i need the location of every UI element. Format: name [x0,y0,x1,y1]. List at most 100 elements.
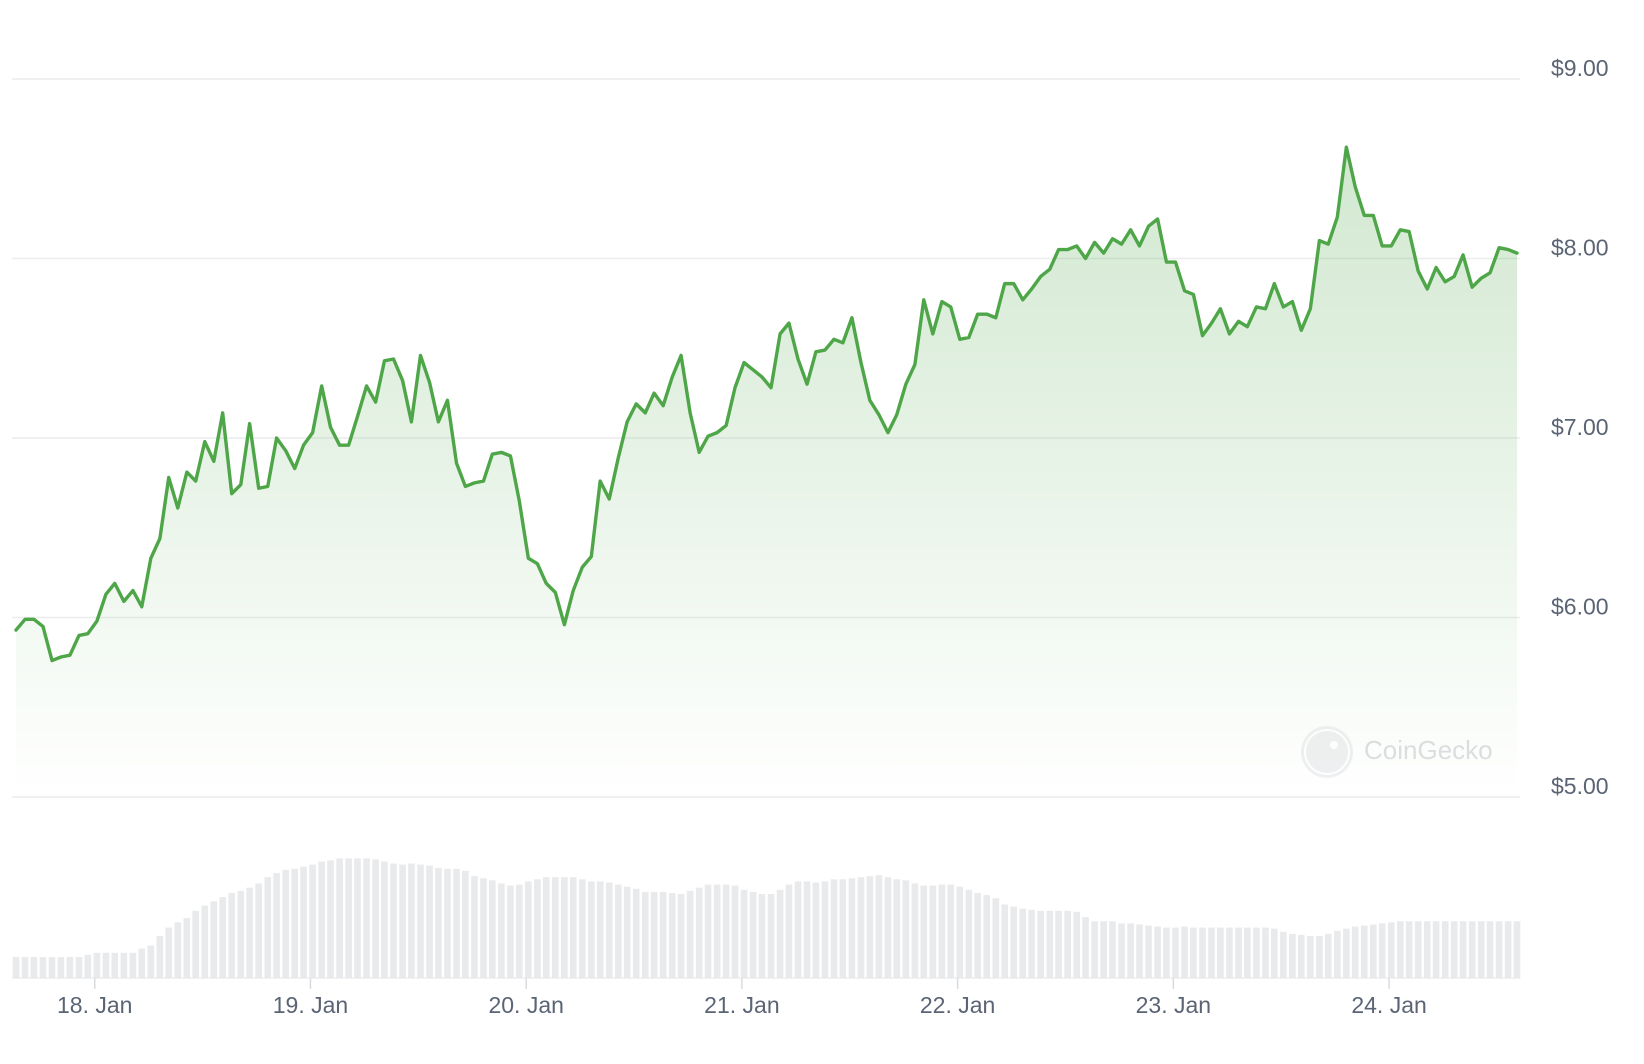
volume-bar [264,877,272,978]
volume-bar [1190,927,1197,978]
volume-bar [462,870,469,978]
volume-bar [749,891,757,978]
volume-bar [1504,921,1512,978]
volume-bar [569,877,577,978]
volume-bar [632,888,640,978]
volume-bar [525,881,532,978]
volume-bar [1316,936,1323,978]
volume-bar [201,905,209,978]
volume-bar [839,879,847,978]
volume-bar [776,889,784,978]
volume-bar [489,880,496,978]
volume-bar [542,877,550,978]
volume-bar [345,858,352,978]
price-line [14,145,1519,663]
volume-bar [785,884,793,978]
volume-bar [605,882,613,978]
volume-bar [534,879,541,978]
volume-bar [983,895,991,978]
volume-bar [111,952,119,978]
volume-bar [1513,921,1521,978]
volume-bar [974,892,981,978]
volume-bar [426,865,433,978]
volume-bar [588,881,595,978]
volume-bar [1396,921,1404,978]
volume-bar [273,873,280,978]
volume-bar [66,957,74,978]
volume-bar [1109,921,1116,978]
volume-bar [920,885,928,978]
volume-bar [1046,910,1054,978]
volume-bar [722,884,730,978]
volume-bar [911,883,919,978]
volume-bar [84,954,92,978]
volume-bar [1136,924,1143,978]
volume-bar [453,868,460,978]
volume-bar [417,864,424,978]
volume-bar [1217,927,1224,978]
volume-bar [237,890,245,978]
volume-bar [363,858,370,978]
watermark-logo-ring [1304,729,1350,775]
volume-bar [803,881,811,978]
volume-bar [1441,921,1449,978]
volume-bar [228,892,236,978]
volume-bar [471,876,478,978]
watermark-text: CoinGecko [1364,735,1493,765]
x-tick-label: 22. Jan [920,992,995,1018]
volume-bar [1001,904,1008,978]
volume-bar [282,869,289,978]
x-tick-label: 24. Jan [1351,992,1426,1018]
volume-bar [1253,927,1260,978]
y-tick-label: $8.00 [1551,235,1609,261]
volume-bar [1172,927,1179,978]
volume-bar [1226,927,1233,978]
volume-bar [219,897,226,978]
volume-bar [947,884,955,978]
volume-bar [183,918,191,978]
volume-bar [650,891,658,978]
volume-bar [1468,921,1476,978]
y-tick-label: $9.00 [1551,55,1609,81]
volume-bar [1459,921,1467,978]
volume-bar [1324,933,1332,978]
volume-bar [552,877,559,978]
volume-bar [1145,925,1152,978]
volume-bar [965,889,973,978]
volume-bar [1235,927,1242,978]
volume-bar [1495,921,1503,978]
volume-bar [902,880,910,978]
volume-bar [300,866,307,978]
volume-bar [336,858,343,978]
volume-bar [956,886,964,978]
volume-bar [174,922,182,978]
volume-bar [1423,921,1431,978]
volume-bar [318,861,325,978]
volume-bar [623,886,631,978]
volume-bar [1307,936,1314,978]
axes: $5.00 $6.00 $7.00 $8.00 $9.00 18. Jan 19. Jan 2… [12,55,1609,1018]
volume-bar [57,957,65,978]
volume-bar [255,883,262,978]
volume-bar [1118,923,1125,978]
volume-bar [147,945,155,978]
x-tick-label: 20. Jan [488,992,563,1018]
watermark-logo-eye [1330,741,1338,749]
watermark-logo [1301,726,1353,778]
volume-bar [731,885,739,978]
volume-bar [1181,926,1188,978]
volume-bar [435,867,442,978]
x-tick-label: 19. Jan [273,992,348,1018]
volume-bar [1405,921,1413,978]
volume-bar [1028,909,1035,978]
volume-bar [1199,927,1206,978]
volume-bar [1154,926,1161,978]
volume-bar [1450,921,1458,978]
volume-bar [1297,934,1305,978]
volume-bar [192,910,199,978]
volume-bar [129,952,137,978]
volume-bar [165,927,173,978]
volume-bar [93,952,101,978]
volume-bar [120,952,128,978]
volume-bar [866,876,874,978]
